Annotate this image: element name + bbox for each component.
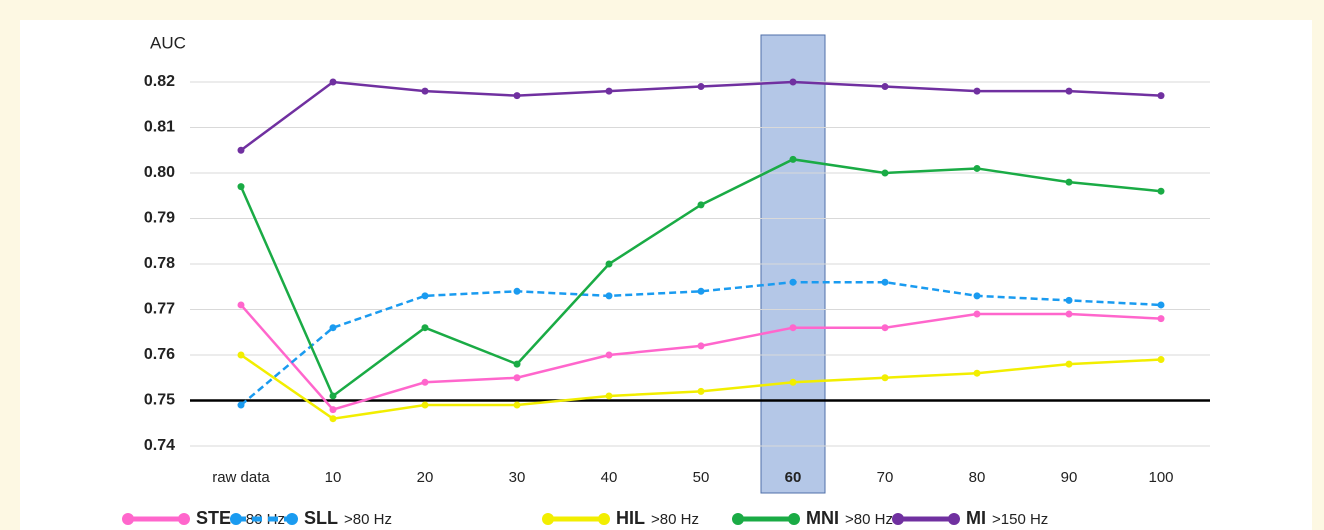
point — [973, 87, 981, 95]
point — [329, 324, 337, 332]
y-tick-label: 0.82 — [144, 73, 175, 90]
y-tick-label: 0.74 — [144, 437, 175, 454]
point — [789, 324, 797, 332]
x-tick-label: 50 — [693, 469, 710, 486]
legend-dot — [732, 513, 744, 525]
legend-dot — [598, 513, 610, 525]
point — [605, 351, 613, 359]
point — [329, 78, 337, 86]
point — [1065, 296, 1073, 304]
point — [881, 169, 889, 177]
panel — [20, 20, 1312, 530]
x-tick-label: raw data — [212, 469, 270, 486]
point — [697, 201, 705, 209]
legend-band: >80 Hz — [344, 511, 392, 528]
point — [973, 310, 981, 318]
legend-label: MI — [966, 508, 986, 528]
point — [605, 260, 613, 268]
x-tick-label: 10 — [325, 469, 342, 486]
point — [973, 292, 981, 300]
point — [697, 387, 705, 395]
point — [329, 406, 337, 414]
point — [513, 287, 521, 295]
point — [1065, 310, 1073, 318]
point — [605, 392, 613, 400]
point — [237, 301, 245, 309]
legend-label: MNI — [806, 508, 839, 528]
point — [1157, 92, 1165, 100]
y-tick-label: 0.79 — [144, 210, 175, 227]
legend-dot — [542, 513, 554, 525]
legend-dot — [948, 513, 960, 525]
point — [881, 83, 889, 91]
point — [697, 83, 705, 91]
x-tick-label: 20 — [417, 469, 434, 486]
point — [513, 92, 521, 100]
y-tick-label: 0.80 — [144, 164, 175, 181]
legend-dot — [286, 513, 298, 525]
x-tick-label: 90 — [1061, 469, 1078, 486]
legend-band: >80 Hz — [651, 511, 699, 528]
legend-label: STE — [196, 508, 231, 528]
point — [789, 378, 797, 386]
legend-label: HIL — [616, 508, 645, 528]
point — [421, 87, 429, 95]
point — [881, 278, 889, 286]
point — [1065, 178, 1073, 186]
x-tick-label: 60 — [785, 469, 802, 486]
y-tick-label: 0.81 — [144, 119, 175, 136]
y-tick-label: 0.78 — [144, 255, 175, 272]
x-tick-label: 30 — [509, 469, 526, 486]
x-tick-label: 40 — [601, 469, 618, 486]
y-axis-label: AUC — [150, 33, 186, 52]
point — [513, 401, 521, 409]
legend-dot — [178, 513, 190, 525]
point — [1065, 360, 1073, 368]
point — [329, 415, 337, 423]
point — [973, 164, 981, 172]
legend-band: >80 Hz — [845, 511, 893, 528]
point — [697, 342, 705, 350]
x-tick-label: 80 — [969, 469, 986, 486]
point — [789, 78, 797, 86]
y-tick-label: 0.76 — [144, 346, 175, 363]
point — [789, 155, 797, 163]
point — [1157, 187, 1165, 195]
y-tick-label: 0.75 — [144, 392, 175, 409]
point — [1065, 87, 1073, 95]
legend-band: >150 Hz — [992, 511, 1048, 528]
point — [1157, 315, 1165, 323]
point — [421, 401, 429, 409]
point — [973, 369, 981, 377]
point — [605, 87, 613, 95]
point — [421, 292, 429, 300]
point — [237, 183, 245, 191]
point — [237, 401, 245, 409]
legend-label: SLL — [304, 508, 338, 528]
point — [237, 351, 245, 359]
point — [421, 378, 429, 386]
legend-dot — [230, 513, 242, 525]
y-tick-label: 0.77 — [144, 301, 175, 318]
legend-dot — [122, 513, 134, 525]
point — [329, 392, 337, 400]
point — [789, 278, 797, 286]
legend-dot — [892, 513, 904, 525]
point — [1157, 356, 1165, 364]
x-tick-label: 70 — [877, 469, 894, 486]
point — [513, 360, 521, 368]
point — [881, 324, 889, 332]
point — [697, 287, 705, 295]
point — [513, 374, 521, 382]
point — [1157, 301, 1165, 309]
point — [237, 146, 245, 154]
point — [881, 374, 889, 382]
point — [605, 292, 613, 300]
point — [421, 324, 429, 332]
legend-dot — [788, 513, 800, 525]
x-tick-label: 100 — [1148, 469, 1173, 486]
